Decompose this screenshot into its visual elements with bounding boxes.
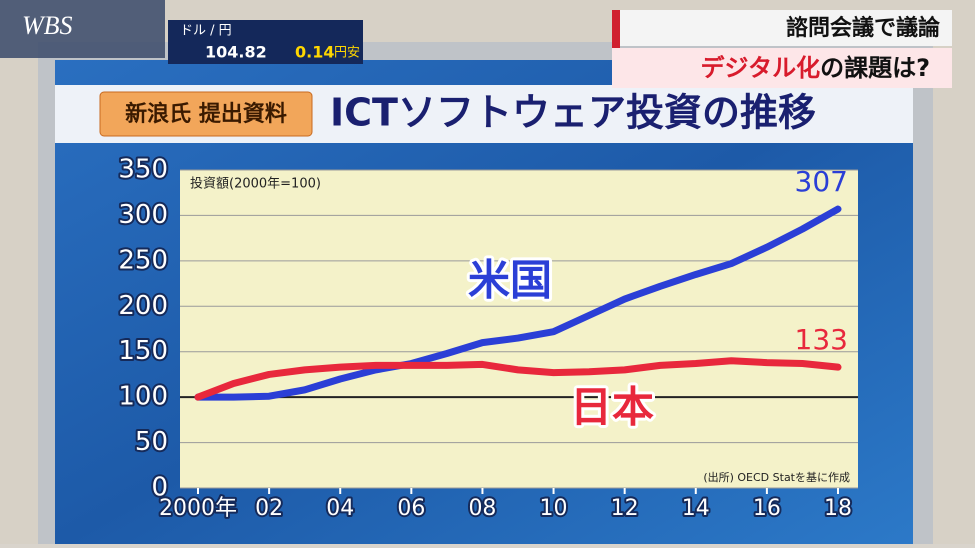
series-line (194, 357, 842, 401)
logo: WBS (22, 11, 73, 40)
tag-box (99, 91, 313, 137)
fx-change: 0.14 (295, 43, 334, 62)
y-tick-label: 150 (118, 336, 168, 366)
y-tick-label: 250 (118, 245, 168, 275)
plot-area (180, 170, 858, 488)
x-tick-label: 2000年 (159, 496, 237, 521)
y-tick-label: 100 (118, 382, 168, 412)
y-tick-label: 300 (118, 200, 168, 230)
end-label: 307 (795, 165, 848, 198)
y-tick-label: 200 (118, 291, 168, 321)
series-line (194, 205, 842, 401)
x-tick-label: 10 (540, 496, 568, 521)
x-tick-label: 12 (611, 496, 639, 521)
x-tick-label: 02 (255, 496, 283, 521)
y-axis-label: 投資額(2000年=100) (190, 176, 321, 192)
x-tick-label: 16 (753, 496, 781, 521)
x-tick-label: 08 (468, 496, 496, 521)
fx-pair: ドル / 円 (180, 24, 232, 39)
chart-title: ICTソフトウェア投資の推移 (330, 91, 816, 135)
subheadline-emphasis: デジタル化 (701, 54, 821, 82)
subheadline-box (612, 48, 952, 88)
end-label: 133 (795, 323, 848, 356)
y-tick-label: 0 (151, 473, 168, 503)
fx-box (168, 20, 363, 64)
x-tick-label: 14 (682, 496, 710, 521)
series-label: 日本 (570, 383, 654, 432)
fx-change-unit: 円安 (334, 46, 360, 61)
source-note: (出所) OECD Statを基に作成 (703, 470, 850, 484)
y-tick-label: 50 (135, 427, 168, 457)
headline-box (612, 10, 952, 46)
series-label: 米国 (468, 256, 552, 305)
x-tick-label: 18 (824, 496, 852, 521)
plot: 0 50 100 150 200 250 300 350 2000年 02 04 06 08 10 12 14… (116, 153, 858, 523)
y-tick-label: 350 (118, 155, 168, 185)
logo-background (0, 0, 165, 58)
subheadline: デジタル化の課題は? (701, 54, 930, 82)
subheadline-rest: の課題は? (820, 54, 930, 82)
panel-tag: 新浪氏 提出資料 (125, 101, 287, 127)
fx-rate: 104.82 (205, 43, 267, 62)
x-tick-label: 04 (326, 496, 354, 521)
x-tick-label: 06 (397, 496, 425, 521)
headline: 諮問会議で議論 (786, 15, 941, 41)
